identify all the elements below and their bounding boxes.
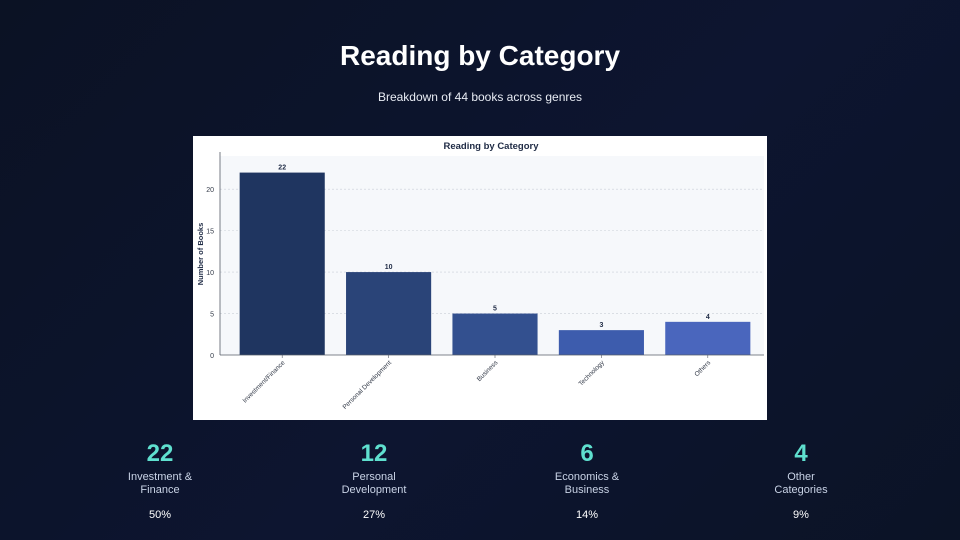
stat-value: 22 bbox=[146, 440, 174, 467]
stat-label-line: Investment & bbox=[127, 471, 193, 483]
bar bbox=[346, 272, 432, 355]
stat-percent: 50% bbox=[148, 509, 172, 521]
stats-row: 22 Investment & Finance 50% 12 Personal … bbox=[0, 440, 960, 530]
stat-personal-development: 12 Personal Development 27% bbox=[294, 440, 454, 521]
y-tick-label: 10 bbox=[206, 270, 214, 277]
bar bbox=[239, 172, 325, 355]
stat-label: Other Categories bbox=[721, 471, 881, 499]
stat-label: Personal Development bbox=[294, 471, 454, 499]
stat-label-line: Development bbox=[341, 484, 407, 496]
chart-title: Reading by Category bbox=[443, 141, 539, 152]
slide-subtitle: Breakdown of 44 books across genres bbox=[377, 90, 583, 104]
y-tick-label: 0 bbox=[210, 353, 214, 360]
stat-label-line: Categories bbox=[774, 484, 828, 496]
bar-chart: Reading by Category Number of Books 0 5 10… bbox=[193, 136, 767, 420]
stat-label: Economics & Business bbox=[507, 471, 667, 499]
stat-label-line: Other bbox=[787, 471, 815, 483]
bar-data-label: 3 bbox=[599, 322, 603, 329]
stat-label-line: Business bbox=[564, 484, 610, 496]
bar bbox=[558, 330, 644, 355]
y-axis-label: Number of Books bbox=[196, 223, 205, 286]
stat-label-line: Economics & bbox=[554, 471, 620, 483]
stat-value: 4 bbox=[794, 440, 808, 467]
bar bbox=[665, 321, 751, 355]
stat-label-line: Personal bbox=[352, 471, 396, 483]
stat-percent: 27% bbox=[362, 509, 386, 521]
bar-data-label: 4 bbox=[706, 314, 710, 321]
bar bbox=[452, 313, 538, 355]
stat-economics-business: 6 Economics & Business 14% bbox=[507, 440, 667, 521]
stat-percent: 9% bbox=[793, 509, 809, 521]
stat-label-line: Finance bbox=[140, 484, 180, 496]
stat-label: Investment & Finance bbox=[80, 471, 240, 499]
stat-other-categories: 4 Other Categories 9% bbox=[721, 440, 881, 521]
stat-investment-finance: 22 Investment & Finance 50% bbox=[80, 440, 240, 521]
y-tick-label: 5 bbox=[210, 312, 214, 319]
bar-chart-panel: Reading by Category Number of Books 0 5 10… bbox=[193, 136, 767, 420]
bar-data-label: 22 bbox=[278, 165, 286, 172]
slide-title: Reading by Category bbox=[339, 40, 621, 71]
stat-value: 6 bbox=[580, 440, 594, 467]
stat-value: 12 bbox=[360, 440, 388, 467]
y-tick-label: 15 bbox=[206, 229, 214, 236]
stat-percent: 14% bbox=[575, 509, 599, 521]
bar-data-label: 10 bbox=[385, 264, 393, 271]
bar-data-label: 5 bbox=[493, 306, 497, 313]
y-tick-label: 20 bbox=[206, 187, 214, 194]
